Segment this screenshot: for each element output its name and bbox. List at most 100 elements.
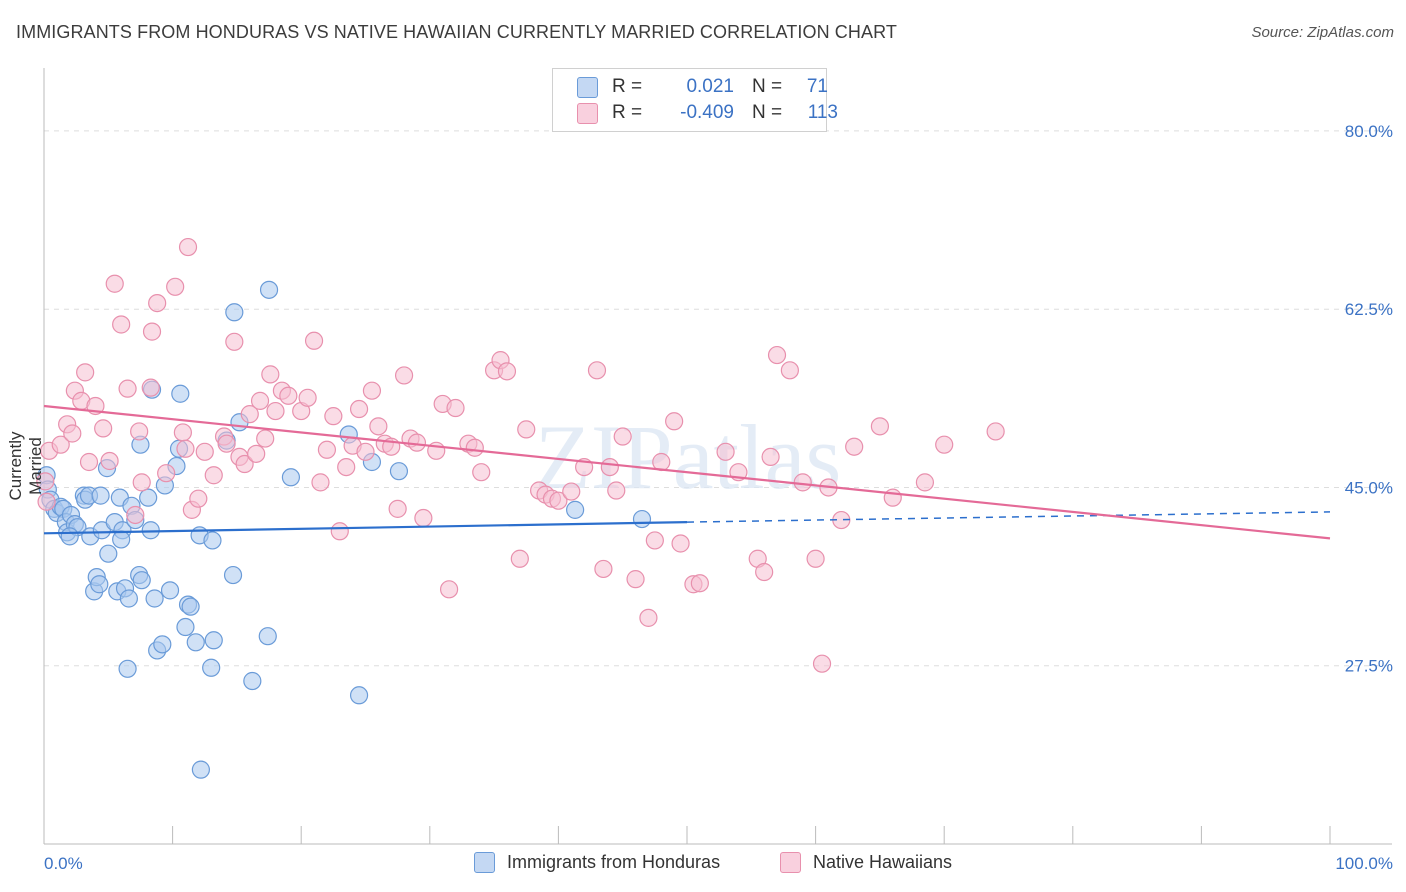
legend-n-value: 113 — [807, 102, 838, 123]
honduras-point — [243, 671, 262, 691]
hawaiian-point — [141, 378, 160, 397]
x-tick-label-max: 100.0% — [1335, 854, 1393, 873]
honduras-point — [90, 575, 109, 594]
hawaiian-point — [130, 422, 149, 441]
y-tick-label: 45.0% — [1345, 478, 1393, 497]
hawaiian-point — [311, 473, 330, 492]
honduras-point — [349, 686, 369, 705]
bottom-legend-honduras: Immigrants from Honduras — [474, 852, 720, 873]
hawaiian-point — [217, 434, 236, 453]
hawaiian-point — [126, 505, 145, 525]
honduras-point — [203, 531, 222, 550]
hawaiian-point — [761, 447, 780, 467]
hawaiian-point — [261, 365, 280, 384]
hawaiian-point — [755, 562, 774, 582]
y-tick-label: 80.0% — [1345, 122, 1393, 141]
hawaiian-point — [587, 361, 607, 380]
hawaiian-point — [324, 407, 343, 426]
honduras-point — [204, 631, 223, 650]
series-hawaiian-points — [36, 237, 1005, 673]
hawaiian-point — [935, 435, 954, 454]
hawaiian-point — [767, 345, 787, 365]
hawaiian-point — [793, 473, 812, 492]
hawaiian-point — [112, 315, 131, 334]
honduras-trend-extension — [686, 511, 1331, 523]
hawaiian-point — [517, 420, 536, 439]
honduras-point — [160, 581, 180, 600]
hawaiian-point — [613, 427, 632, 446]
honduras-trend-line — [43, 521, 688, 535]
hawaiian-point — [716, 442, 735, 461]
source-label: Source: ZipAtlas.com — [1251, 24, 1394, 41]
legend-label-honduras: Immigrants from Honduras — [507, 852, 721, 872]
honduras-point — [632, 509, 652, 529]
hawaiian-point — [118, 379, 137, 398]
legend-swatch-pink — [577, 102, 598, 124]
hawaiian-point — [225, 332, 244, 351]
hawaiian-point — [36, 472, 55, 491]
legend-n-label: N = — [752, 102, 783, 123]
hawaiian-point — [105, 274, 124, 293]
honduras-point — [99, 544, 118, 563]
honduras-point — [225, 303, 244, 322]
hawaiian-point — [279, 386, 298, 405]
x-tick-label-min: 0.0% — [44, 854, 83, 873]
legend-n-value: 71 — [806, 76, 828, 97]
hawaiian-point — [76, 363, 95, 382]
hawaiian-point — [235, 454, 254, 474]
hawaiian-point — [173, 423, 192, 442]
hawaiian-point — [176, 439, 195, 458]
bottom-legend-hawaiian: Native Hawaiians — [780, 852, 952, 873]
hawaiian-point — [317, 440, 337, 459]
hawaiian-point — [645, 531, 664, 550]
stats-legend: R = 0.021 N = 71 R = -0.409 N = 113 — [552, 68, 838, 132]
hawaiian-point — [157, 464, 176, 483]
legend-r-label: R = — [612, 76, 643, 97]
y-tick-label: 27.5% — [1345, 657, 1393, 676]
hawaiian-point — [607, 481, 626, 500]
legend-r-label: R = — [612, 102, 643, 123]
honduras-point — [171, 384, 190, 403]
hawaiian-point — [330, 522, 349, 541]
honduras-point — [145, 589, 164, 608]
hawaiian-point — [356, 442, 375, 461]
hawaiian-point — [665, 412, 684, 431]
hawaiian-point — [780, 361, 799, 380]
honduras-point — [132, 571, 151, 590]
hawaiian-point — [690, 574, 709, 593]
y-tick-label: 62.5% — [1345, 300, 1393, 319]
honduras-point — [259, 280, 279, 299]
hawaiian-point — [446, 398, 465, 418]
hawaiian-point — [626, 570, 645, 589]
hawaiian-point — [266, 401, 285, 421]
honduras-point — [566, 500, 585, 519]
hawaiian-point — [407, 433, 427, 452]
legend-row-hawaiian: R = -0.409 N = 113 — [577, 100, 838, 126]
honduras-point — [389, 462, 409, 481]
honduras-point — [223, 565, 243, 585]
hawaiian-point — [845, 437, 864, 456]
hawaiian-point — [394, 366, 414, 385]
honduras-point — [119, 589, 138, 608]
hawaiian-point — [51, 435, 70, 454]
hawaiian-point — [100, 451, 119, 471]
legend-swatch-blue — [577, 76, 598, 98]
honduras-point — [60, 527, 79, 546]
honduras-point — [92, 521, 111, 540]
hawaiian-point — [189, 489, 208, 508]
legend-row-honduras: R = 0.021 N = 71 — [577, 74, 828, 100]
legend-swatch-pink — [780, 852, 801, 873]
hawaiian-point — [195, 442, 214, 461]
hawaiian-point — [37, 492, 56, 511]
hawaiian-point — [304, 331, 324, 350]
hawaiian-point — [549, 491, 568, 510]
honduras-point — [258, 627, 277, 646]
hawaiian-point — [465, 438, 484, 457]
legend-r-value: 0.021 — [686, 76, 734, 97]
hawaiian-trend-line — [43, 404, 1331, 540]
tick-labels: 27.5% 45.0% 62.5% 80.0% 0.0% 100.0% — [44, 122, 1393, 873]
hawaiian-point — [79, 452, 99, 472]
hawaiian-point — [562, 482, 581, 501]
honduras-point — [202, 658, 221, 677]
